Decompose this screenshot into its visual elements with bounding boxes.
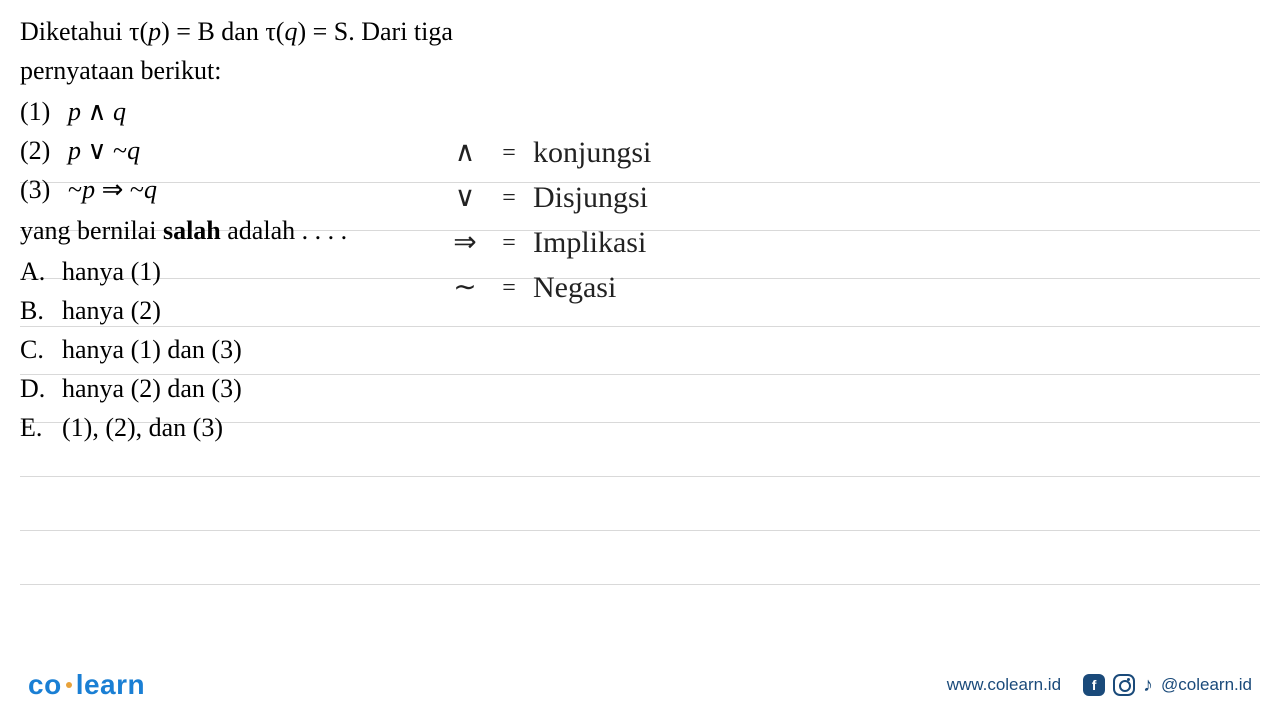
option-text: hanya (1) bbox=[62, 252, 161, 291]
footer-right: www.colearn.id f ♪ @colearn.id bbox=[947, 674, 1252, 697]
option-e: E. (1), (2), dan (3) bbox=[20, 408, 1260, 447]
statement-number: (1) bbox=[20, 92, 68, 131]
symbol: ∼ bbox=[445, 267, 485, 309]
option-text: hanya (2) dan (3) bbox=[62, 369, 242, 408]
facebook-icon: f bbox=[1083, 674, 1105, 696]
option-letter: B. bbox=[20, 291, 62, 330]
symbol: ⇒ bbox=[445, 222, 485, 264]
colearn-logo: colearn bbox=[28, 669, 145, 701]
statement-expr: ~p ⇒ ~q bbox=[68, 170, 157, 209]
symbol: ∧ bbox=[445, 132, 485, 174]
text: yang bernilai bbox=[20, 216, 163, 245]
hw-conjunction: ∧ = konjungsi bbox=[445, 130, 651, 175]
text: pernyataan berikut: bbox=[20, 56, 221, 85]
statement-1: (1) p ∧ q bbox=[20, 92, 1260, 131]
hw-negation: ∼ = Negasi bbox=[445, 265, 651, 310]
text: adalah . . . . bbox=[221, 216, 347, 245]
hw-word: konjungsi bbox=[533, 130, 651, 175]
option-letter: A. bbox=[20, 252, 62, 291]
question-stem: Diketahui τ(p) = B dan τ(q) = S. Dari ti… bbox=[20, 12, 1260, 90]
option-letter: C. bbox=[20, 330, 62, 369]
ruled-line bbox=[20, 530, 1260, 531]
ruled-line bbox=[20, 476, 1260, 477]
equals: = bbox=[499, 135, 519, 171]
statement-number: (2) bbox=[20, 131, 68, 170]
option-letter: D. bbox=[20, 369, 62, 408]
var-p: p bbox=[148, 17, 161, 46]
text: ) = B dan τ( bbox=[161, 17, 284, 46]
ruled-line bbox=[20, 584, 1260, 585]
hw-disjunction: ∨ = Disjungsi bbox=[445, 175, 651, 220]
logo-dot-icon bbox=[66, 682, 72, 688]
text: Diketahui τ( bbox=[20, 17, 148, 46]
symbol: ∨ bbox=[445, 177, 485, 219]
instagram-icon bbox=[1113, 674, 1135, 696]
equals: = bbox=[499, 225, 519, 261]
logo-text-post: learn bbox=[76, 669, 145, 700]
handwriting-annotations: ∧ = konjungsi ∨ = Disjungsi ⇒ = Implikas… bbox=[445, 130, 651, 310]
hw-word: Implikasi bbox=[533, 220, 646, 265]
logo-text-pre: co bbox=[28, 669, 62, 700]
tiktok-icon: ♪ bbox=[1143, 674, 1153, 697]
option-text: hanya (2) bbox=[62, 291, 161, 330]
option-letter: E. bbox=[20, 408, 62, 447]
option-d: D. hanya (2) dan (3) bbox=[20, 369, 1260, 408]
option-text: (1), (2), dan (3) bbox=[62, 408, 223, 447]
option-text: hanya (1) dan (3) bbox=[62, 330, 242, 369]
statement-expr: p ∧ q bbox=[68, 92, 126, 131]
equals: = bbox=[499, 180, 519, 216]
var-q: q bbox=[284, 17, 297, 46]
statement-number: (3) bbox=[20, 170, 68, 209]
text: ) = S. Dari tiga bbox=[297, 17, 452, 46]
statement-expr: p ∨ ~q bbox=[68, 131, 140, 170]
hw-implication: ⇒ = Implikasi bbox=[445, 220, 651, 265]
bold-text: salah bbox=[163, 216, 221, 245]
option-c: C. hanya (1) dan (3) bbox=[20, 330, 1260, 369]
social-icons: f ♪ @colearn.id bbox=[1083, 674, 1252, 697]
footer: colearn www.colearn.id f ♪ @colearn.id bbox=[0, 650, 1280, 720]
hw-word: Disjungsi bbox=[533, 175, 648, 220]
equals: = bbox=[499, 270, 519, 306]
footer-url: www.colearn.id bbox=[947, 675, 1061, 695]
social-handle: @colearn.id bbox=[1161, 675, 1252, 695]
hw-word: Negasi bbox=[533, 265, 616, 310]
